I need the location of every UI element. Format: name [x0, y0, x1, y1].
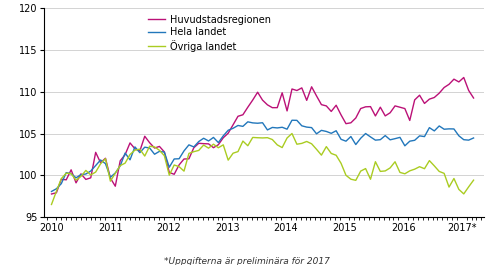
Övriga landet	[289, 132, 295, 135]
Line: Hela landet: Hela landet	[51, 120, 474, 192]
Övriga landet	[471, 179, 477, 182]
Hela landet	[471, 136, 477, 140]
Hela landet	[117, 164, 123, 167]
Line: Övriga landet: Övriga landet	[51, 134, 474, 205]
Huvudstadsregionen	[48, 192, 54, 196]
Övriga landet	[48, 203, 54, 206]
Övriga landet	[397, 171, 403, 174]
Hela landet	[48, 190, 54, 193]
Hela landet	[289, 119, 295, 122]
Övriga landet	[117, 164, 123, 167]
Övriga landet	[225, 158, 231, 162]
Huvudstadsregionen	[171, 173, 177, 176]
Hela landet	[171, 157, 177, 161]
Hela landet	[259, 121, 265, 124]
Text: *Uppgifterna är preliminära för 2017: *Uppgifterna är preliminära för 2017	[164, 257, 330, 265]
Huvudstadsregionen	[471, 96, 477, 100]
Hela landet	[397, 136, 403, 139]
Huvudstadsregionen	[392, 104, 398, 108]
Hela landet	[142, 145, 148, 149]
Övriga landet	[259, 136, 265, 140]
Huvudstadsregionen	[461, 76, 467, 79]
Legend: Huvudstadsregionen, Hela landet, Övriga landet: Huvudstadsregionen, Hela landet, Övriga …	[146, 13, 273, 54]
Övriga landet	[142, 154, 148, 158]
Huvudstadsregionen	[117, 159, 123, 162]
Övriga landet	[171, 164, 177, 167]
Huvudstadsregionen	[259, 99, 265, 102]
Line: Huvudstadsregionen: Huvudstadsregionen	[51, 77, 474, 194]
Hela landet	[225, 129, 231, 132]
Huvudstadsregionen	[142, 135, 148, 138]
Huvudstadsregionen	[225, 132, 231, 135]
